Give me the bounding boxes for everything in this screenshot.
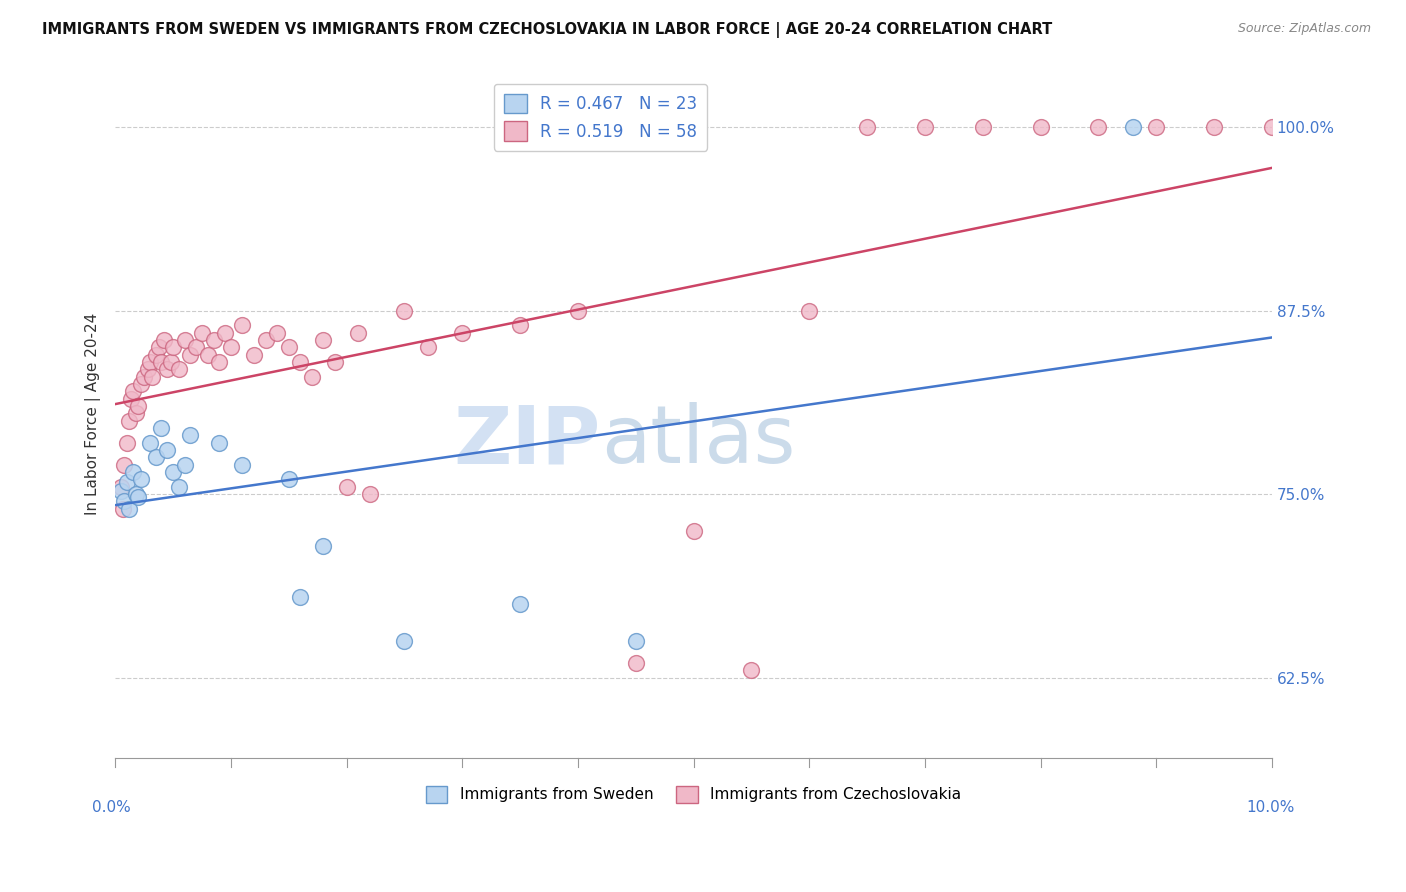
Point [1087, 120, 1109, 135]
Point [114, 494, 136, 508]
Point [567, 303, 589, 318]
Y-axis label: In Labor Force | Age 20-24: In Labor Force | Age 20-24 [86, 312, 101, 515]
Point [254, 333, 277, 347]
Point [118, 414, 141, 428]
Point [1261, 120, 1284, 135]
Point [120, 392, 142, 406]
Point [186, 340, 208, 354]
Point [148, 340, 170, 354]
Point [231, 318, 253, 333]
Point [136, 362, 159, 376]
Point [509, 318, 531, 333]
Point [132, 369, 155, 384]
Point [115, 435, 138, 450]
Legend: Immigrants from Sweden, Immigrants from Czechoslovakia: Immigrants from Sweden, Immigrants from … [420, 780, 967, 809]
Point [139, 435, 162, 450]
Point [179, 348, 201, 362]
Point [141, 369, 163, 384]
Point [394, 634, 416, 648]
Point [114, 458, 136, 472]
Text: IMMIGRANTS FROM SWEDEN VS IMMIGRANTS FROM CZECHOSLOVAKIA IN LABOR FORCE | AGE 20: IMMIGRANTS FROM SWEDEN VS IMMIGRANTS FRO… [42, 22, 1053, 38]
Point [394, 303, 416, 318]
Point [219, 340, 242, 354]
Point [231, 458, 253, 472]
Text: ZIP: ZIP [454, 402, 600, 480]
Point [243, 348, 266, 362]
Text: 0.0%: 0.0% [91, 800, 131, 814]
Point [856, 120, 879, 135]
Point [682, 524, 704, 538]
Point [277, 473, 299, 487]
Point [290, 355, 312, 369]
Point [624, 634, 647, 648]
Point [1122, 120, 1144, 135]
Point [191, 326, 214, 340]
Point [173, 458, 195, 472]
Point [115, 475, 138, 490]
Point [145, 450, 167, 465]
Point [197, 348, 219, 362]
Point [266, 326, 288, 340]
Point [347, 326, 370, 340]
Point [208, 435, 231, 450]
Point [312, 539, 335, 553]
Point [129, 473, 152, 487]
Point [162, 340, 184, 354]
Point [150, 421, 173, 435]
Point [208, 355, 231, 369]
Point [179, 428, 201, 442]
Point [152, 333, 174, 347]
Point [139, 355, 162, 369]
Point [359, 487, 381, 501]
Point [121, 465, 143, 479]
Point [127, 490, 149, 504]
Point [118, 501, 141, 516]
Text: Source: ZipAtlas.com: Source: ZipAtlas.com [1237, 22, 1371, 36]
Point [624, 656, 647, 670]
Point [159, 355, 181, 369]
Point [156, 443, 179, 458]
Point [162, 465, 184, 479]
Point [125, 487, 148, 501]
Point [301, 369, 323, 384]
Point [127, 399, 149, 413]
Point [416, 340, 439, 354]
Point [509, 597, 531, 611]
Point [972, 120, 994, 135]
Point [277, 340, 299, 354]
Text: 10.0%: 10.0% [1247, 800, 1295, 814]
Point [150, 355, 173, 369]
Point [125, 406, 148, 420]
Point [214, 326, 236, 340]
Point [110, 484, 132, 499]
Point [914, 120, 936, 135]
Point [129, 377, 152, 392]
Point [112, 501, 135, 516]
Point [1029, 120, 1052, 135]
Point [1144, 120, 1167, 135]
Point [167, 480, 190, 494]
Point [323, 355, 346, 369]
Point [312, 333, 335, 347]
Point [740, 663, 762, 677]
Point [145, 348, 167, 362]
Point [290, 590, 312, 604]
Point [451, 326, 474, 340]
Point [110, 480, 132, 494]
Point [799, 303, 821, 318]
Point [167, 362, 190, 376]
Point [173, 333, 195, 347]
Point [335, 480, 357, 494]
Point [1202, 120, 1225, 135]
Text: atlas: atlas [600, 402, 796, 480]
Point [121, 384, 143, 399]
Point [202, 333, 225, 347]
Point [156, 362, 179, 376]
